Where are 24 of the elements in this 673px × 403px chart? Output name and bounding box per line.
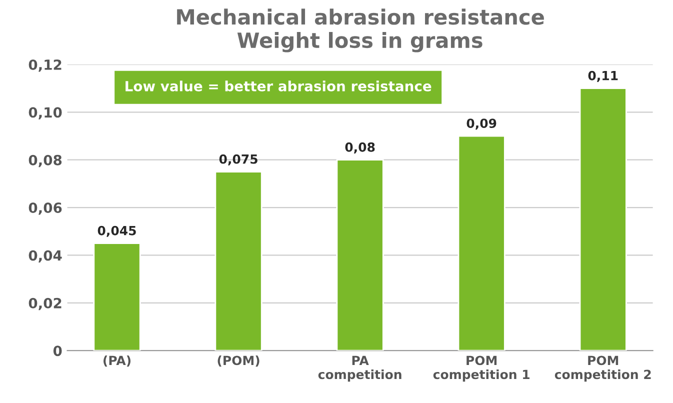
data-label: 0,075 bbox=[219, 154, 258, 166]
data-label: 0,11 bbox=[588, 70, 618, 82]
annotation: Low value = better abrasion resistance bbox=[126, 80, 432, 92]
data-label: 0,08 bbox=[345, 142, 375, 154]
y-tick-label: 0,10 bbox=[28, 107, 62, 120]
y-tick-label: 0,06 bbox=[28, 202, 62, 215]
bar bbox=[336, 159, 384, 351]
y-tick-label: 0,12 bbox=[28, 59, 62, 72]
x-tick-label: PA competition bbox=[318, 356, 402, 382]
y-tick-label: 0,04 bbox=[28, 250, 62, 262]
bar bbox=[214, 171, 262, 351]
bar bbox=[579, 88, 627, 351]
y-tick-label: 0,02 bbox=[28, 298, 62, 310]
bar bbox=[93, 242, 141, 351]
x-tick-label: (PA) bbox=[104, 355, 130, 367]
x-tick-label: (POM) bbox=[218, 355, 260, 367]
data-label: 0,09 bbox=[466, 118, 496, 130]
data-label: 0,045 bbox=[98, 226, 136, 237]
x-tick-label: POM competition 2 bbox=[554, 356, 651, 382]
bar bbox=[458, 135, 506, 351]
chart-title: Mechanical abrasion resistance Weight loss in grams bbox=[177, 8, 544, 52]
y-tick-label: 0 bbox=[53, 346, 62, 356]
y-tick-label: 0,08 bbox=[28, 154, 62, 168]
x-tick-label: POM competition 1 bbox=[433, 356, 530, 382]
